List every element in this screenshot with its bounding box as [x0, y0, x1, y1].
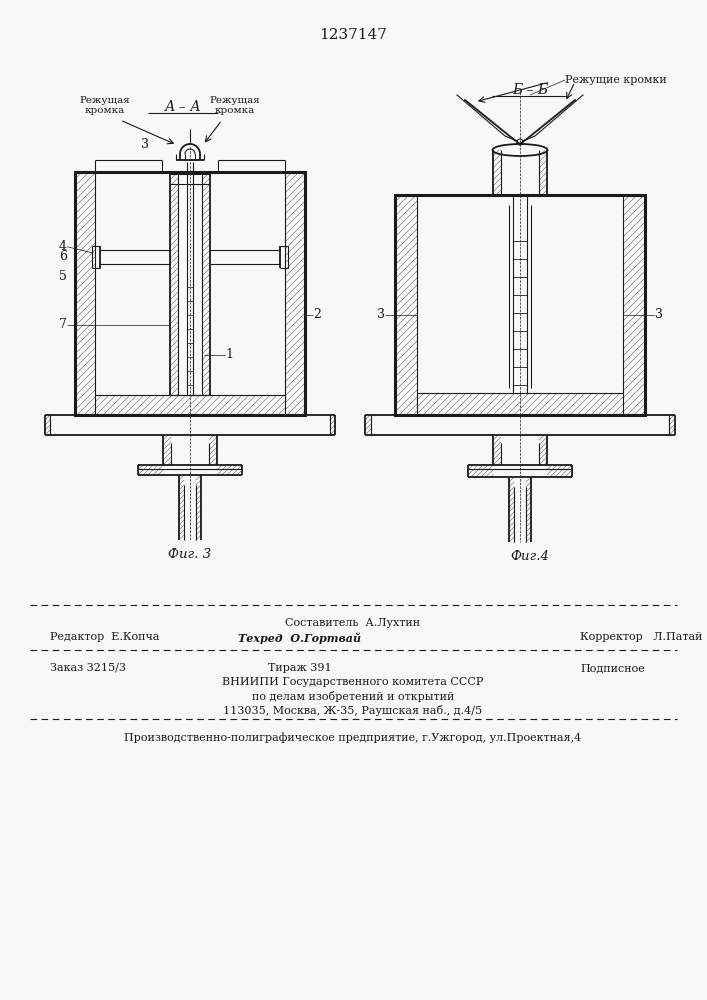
Text: 1: 1 — [225, 349, 233, 361]
Text: 3: 3 — [655, 308, 663, 322]
Text: 5: 5 — [59, 270, 67, 283]
Text: 3: 3 — [141, 138, 149, 151]
Text: Тираж 391: Тираж 391 — [268, 663, 332, 673]
Text: Техред  О.Гортвай: Техред О.Гортвай — [238, 632, 361, 644]
Text: 7: 7 — [59, 318, 67, 332]
Text: Фиг. 3: Фиг. 3 — [168, 548, 211, 562]
Text: 3: 3 — [377, 308, 385, 322]
Text: Режущие кромки: Режущие кромки — [565, 75, 667, 85]
Text: ВНИИПИ Государственного комитета СССР: ВНИИПИ Государственного комитета СССР — [222, 677, 484, 687]
Text: Б – Б: Б – Б — [512, 83, 548, 97]
Bar — [75, 172, 305, 415]
Text: Корректор   Л.Патай: Корректор Л.Патай — [580, 632, 703, 642]
Bar — [395, 195, 645, 415]
Text: Составитель  А.Лухтин: Составитель А.Лухтин — [286, 618, 421, 628]
Text: 113035, Москва, Ж-35, Раушская наб., д.4/5: 113035, Москва, Ж-35, Раушская наб., д.4… — [223, 705, 483, 716]
Text: Подписное: Подписное — [580, 663, 645, 673]
Text: Режущая
кромка: Режущая кромка — [209, 96, 260, 115]
Text: по делам изобретений и открытий: по делам изобретений и открытий — [252, 691, 454, 702]
Text: А – А: А – А — [165, 100, 201, 114]
Text: Фиг.4: Фиг.4 — [510, 550, 549, 564]
Text: Производственно-полиграфическое предприятие, г.Ужгород, ул.Проектная,4: Производственно-полиграфическое предприя… — [124, 732, 582, 743]
Text: 1237147: 1237147 — [319, 28, 387, 42]
Text: 6: 6 — [59, 250, 67, 263]
Text: Режущая
кромка: Режущая кромка — [80, 96, 130, 115]
Text: 2: 2 — [313, 308, 321, 322]
Text: Заказ 3215/3: Заказ 3215/3 — [50, 663, 126, 673]
Text: Редактор  Е.Копча: Редактор Е.Копча — [50, 632, 160, 642]
Text: 4: 4 — [59, 240, 67, 253]
